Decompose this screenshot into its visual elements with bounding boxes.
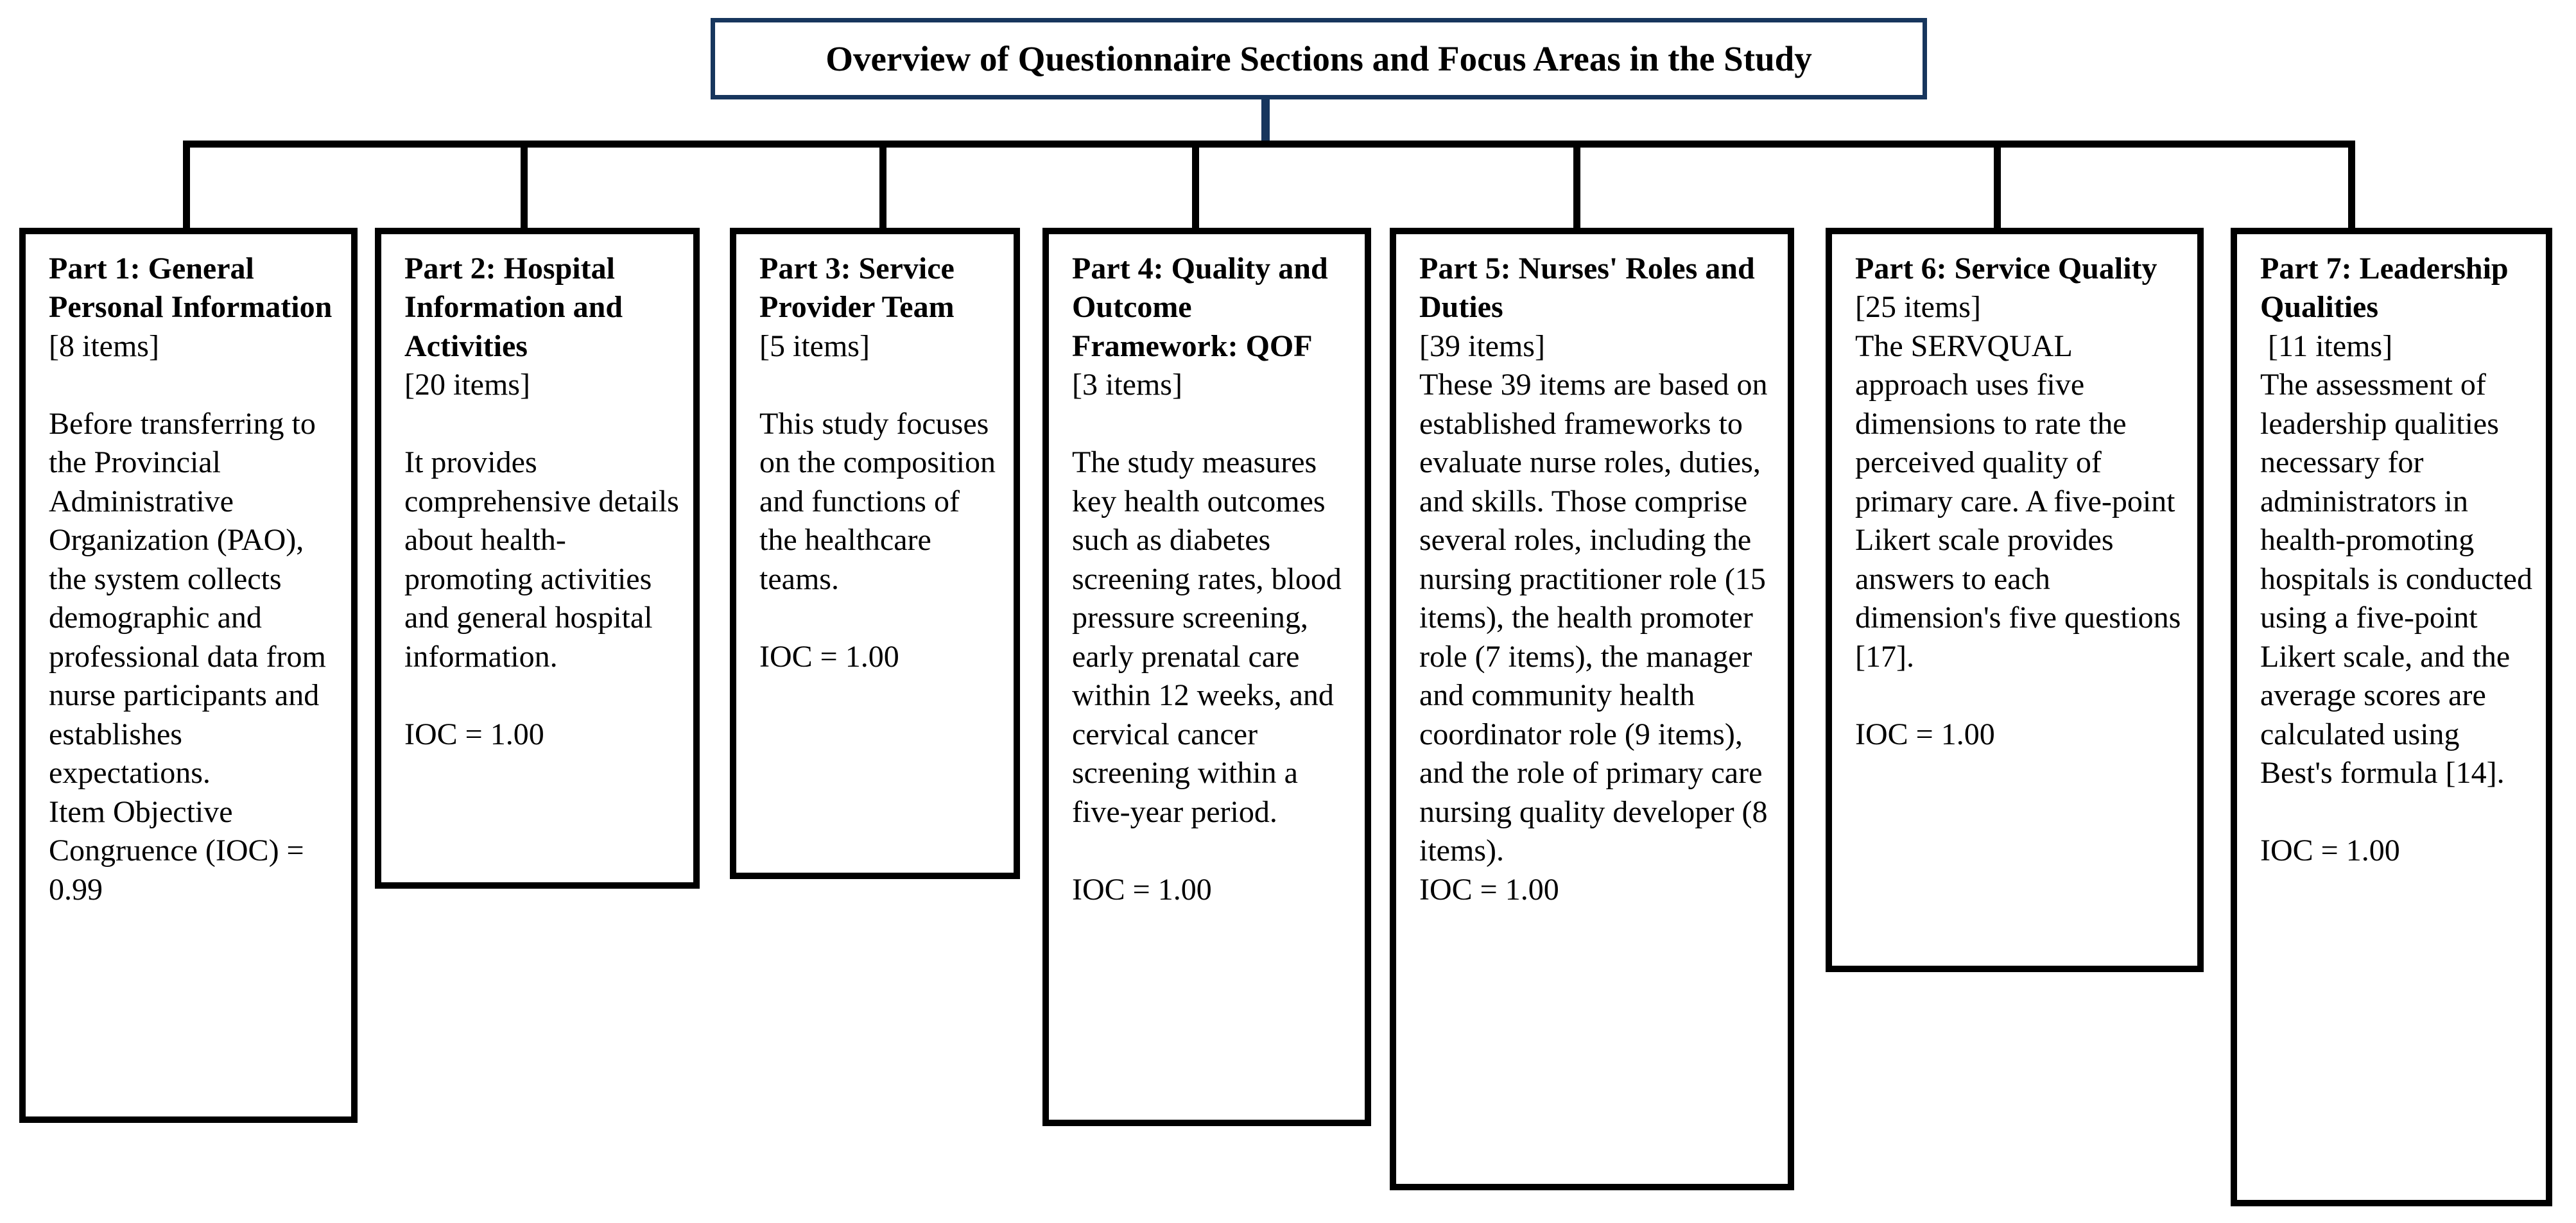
connector-trunk-line <box>183 141 2355 148</box>
title-box: Overview of Questionnaire Sections and F… <box>711 18 1927 99</box>
part-6-body: [25 items] The SERVQUAL approach uses fi… <box>1855 290 2181 751</box>
part-1-heading: Part 1: General Personal Information <box>49 252 333 325</box>
diagram-title: Overview of Questionnaire Sections and F… <box>826 39 1812 78</box>
part-3-heading: Part 3: Service Provider Team <box>759 252 955 325</box>
part-6-box: Part 6: Service Quality [25 items] The S… <box>1826 228 2204 972</box>
connector-drop-part-3 <box>879 141 886 230</box>
part-5-body: [39 items] These 39 items are based on e… <box>1419 329 1768 907</box>
part-4-heading: Part 4: Quality and Outcome Framework: Q… <box>1072 252 1328 363</box>
part-4-body: [3 items] The study measures key health … <box>1072 368 1342 907</box>
part-2-heading: Part 2: Hospital Information and Activit… <box>404 252 623 363</box>
part-7-box: Part 7: Leadership Qualities [11 items] … <box>2231 228 2552 1206</box>
part-3-box: Part 3: Service Provider Team [5 items] … <box>730 228 1020 879</box>
connector-drop-part-1 <box>183 141 190 230</box>
part-5-box: Part 5: Nurses' Roles and Duties [39 ite… <box>1390 228 1794 1190</box>
part-7-body: [11 items] The assessment of leadership … <box>2260 329 2532 868</box>
part-2-box: Part 2: Hospital Information and Activit… <box>375 228 700 889</box>
part-3-body: [5 items] This study focuses on the comp… <box>759 329 996 674</box>
connector-drop-part-5 <box>1573 141 1580 230</box>
part-1-box: Part 1: General Personal Information [8 … <box>19 228 358 1123</box>
part-2-body: [20 items] It provides comprehensive det… <box>404 368 679 751</box>
connector-drop-part-7 <box>2348 141 2355 230</box>
part-6-heading: Part 6: Service Quality <box>1855 252 2157 286</box>
connector-title-to-trunk <box>1261 96 1270 142</box>
part-4-box: Part 4: Quality and Outcome Framework: Q… <box>1042 228 1371 1126</box>
part-7-heading: Part 7: Leadership Qualities <box>2260 252 2509 325</box>
part-5-heading: Part 5: Nurses' Roles and Duties <box>1419 252 1755 325</box>
connector-drop-part-2 <box>521 141 528 230</box>
connector-drop-part-4 <box>1192 141 1199 230</box>
connector-drop-part-6 <box>1994 141 2001 230</box>
part-1-body: [8 items] Before transferring to the Pro… <box>49 329 326 907</box>
